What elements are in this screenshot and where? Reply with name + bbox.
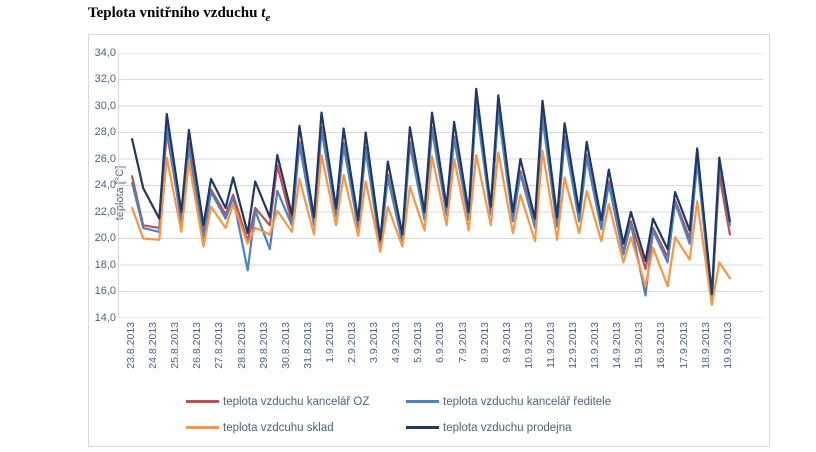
x-tick-label: 29.8.2013	[257, 322, 270, 369]
y-tick-label: 20,0	[94, 232, 116, 244]
x-tick-label: 6.9.2013	[434, 322, 447, 363]
legend-line-swatch	[186, 400, 219, 403]
chart-title-variable: t	[261, 5, 266, 21]
x-tick-label: 18.9.2013	[699, 322, 712, 369]
x-tick-label: 27.8.2013	[213, 322, 226, 369]
x-tick-label: 16.9.2013	[655, 322, 668, 369]
y-tick-label: 26,0	[94, 152, 116, 165]
plot-area	[118, 53, 763, 318]
legend-item: teplota vzdcuhu sklad	[186, 420, 334, 435]
x-tick-label: 5.9.2013	[412, 322, 425, 363]
y-tick-label: 30,0	[94, 99, 116, 112]
x-tick-label: 9.9.2013	[500, 322, 513, 363]
legend-label: teplota vzduchu kancelář OZ	[223, 395, 370, 408]
x-tick-label: 17.9.2013	[677, 322, 690, 369]
legend-line-swatch	[406, 400, 439, 403]
y-tick-label: 14,0	[94, 311, 116, 324]
chart-title-text: Teplota vnitřního vzduchu	[88, 5, 262, 21]
x-tick-label: 19.9.2013	[721, 322, 734, 369]
legend-item: teplota vzduchu prodejna	[406, 420, 572, 435]
x-tick-label: 30.8.2013	[279, 322, 292, 369]
x-tick-label: 24.8.2013	[147, 322, 160, 369]
x-tick-label: 11.9.2013	[544, 322, 557, 368]
x-tick-label: 14.9.2013	[611, 322, 624, 369]
x-tick-label: 15.9.2013	[633, 322, 646, 369]
legend-item: teplota vzduchu kancelář ředitele	[406, 394, 611, 409]
chart-title-subscript: e	[265, 12, 271, 24]
x-tick-label: 3.9.2013	[368, 322, 381, 363]
y-tick-label: 16,0	[94, 285, 116, 297]
x-tick-label: 26.8.2013	[191, 322, 204, 369]
x-tick-label: 7.9.2013	[456, 322, 469, 363]
x-tick-label: 13.9.2013	[589, 322, 602, 369]
x-tick-label: 10.9.2013	[522, 322, 535, 369]
y-tick-label: 22,0	[94, 205, 116, 218]
x-tick-label: 23.8.2013	[125, 322, 137, 369]
y-tick-label: 28,0	[94, 126, 116, 138]
legend-label: teplota vzduchu kancelář ředitele	[443, 395, 612, 408]
y-tick-label: 18,0	[94, 258, 116, 271]
legend-line-swatch	[186, 426, 219, 429]
x-tick-label: 28.8.2013	[235, 322, 248, 369]
legend-item: teplota vzduchu kancelář OZ	[186, 394, 369, 409]
x-tick-label: 2.9.2013	[346, 322, 358, 363]
x-tick-label: 4.9.2013	[390, 322, 403, 363]
series-line-2	[131, 149, 731, 306]
chart-title: Teplota vnitřního vzduchu te	[88, 5, 270, 24]
x-tick-label: 8.9.2013	[478, 322, 491, 363]
y-tick-label: 34,0	[94, 46, 116, 59]
x-tick-label: 25.8.2013	[169, 322, 182, 369]
y-tick-label: 32,0	[94, 73, 116, 85]
y-tick-label: 24,0	[94, 179, 116, 191]
series-line-1	[131, 104, 731, 304]
x-tick-label: 12.9.2013	[567, 322, 579, 369]
x-tick-label: 31.8.2013	[301, 322, 314, 369]
series-line-3	[131, 87, 731, 296]
legend-label: teplota vzdcuhu sklad	[223, 421, 334, 434]
legend-label: teplota vzduchu prodejna	[443, 421, 572, 434]
x-tick-label: 1.9.2013	[323, 322, 336, 363]
legend-line-swatch	[406, 426, 439, 429]
